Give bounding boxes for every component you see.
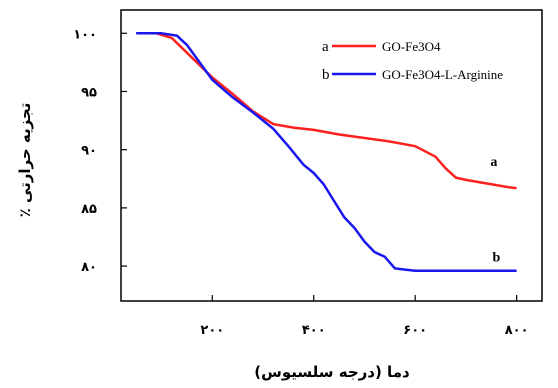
series-layer bbox=[136, 32, 517, 272]
y-tick-label: ۸۰ bbox=[81, 260, 97, 275]
y-axis-title: تجزیه حرارتی ٪ bbox=[16, 103, 34, 218]
legend-key-a: a bbox=[322, 39, 329, 55]
curve-label-a: a bbox=[490, 155, 497, 170]
plot-frame bbox=[120, 9, 543, 302]
x-tick-label: ۲۰۰ bbox=[200, 323, 224, 338]
y-tick-label: ۸۵ bbox=[81, 202, 97, 217]
y-tick-label: ۹۰ bbox=[81, 144, 97, 159]
series-line-a bbox=[136, 32, 517, 190]
series-line-b bbox=[136, 32, 517, 272]
x-axis-ticks: ۲۰۰ ۴۰۰ ۶۰۰ ۸۰۰ bbox=[200, 295, 529, 338]
x-tick-label: ۴۰۰ bbox=[302, 323, 326, 338]
x-axis-title: دما (درجه سلسیوس) bbox=[254, 363, 410, 381]
legend: a GO-Fe3O4 b GO-Fe3O4-L-Arginine bbox=[322, 39, 503, 83]
y-axis-ticks: ۸۰ ۸۵ ۹۰ ۹۵ ۱۰۰ bbox=[73, 27, 127, 275]
legend-key-b: b bbox=[322, 67, 330, 83]
y-tick-label: ۱۰۰ bbox=[73, 27, 97, 42]
x-tick-label: ۸۰۰ bbox=[505, 323, 529, 338]
y-tick-label: ۹۵ bbox=[81, 85, 97, 100]
curve-end-labels: ab bbox=[490, 155, 500, 265]
legend-label-a: GO-Fe3O4 bbox=[382, 39, 441, 54]
curve-label-b: b bbox=[492, 250, 500, 265]
x-tick-label: ۶۰۰ bbox=[403, 323, 427, 338]
legend-label-b: GO-Fe3O4-L-Arginine bbox=[382, 67, 503, 82]
